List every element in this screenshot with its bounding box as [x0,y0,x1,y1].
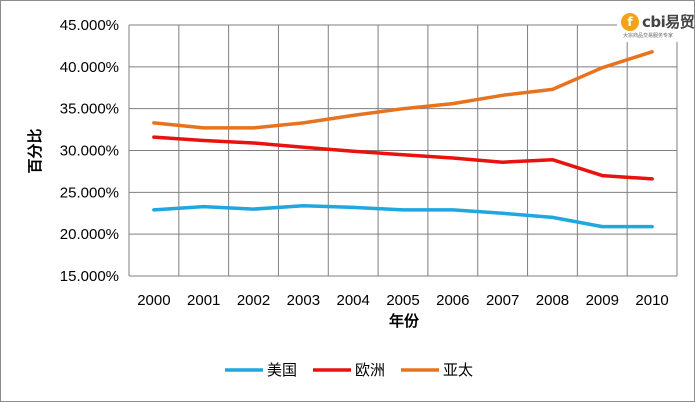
x-tick-label: 2008 [536,292,569,309]
y-tick-label: 25.000% [60,184,119,201]
y-tick-label: 15.000% [60,268,119,285]
x-tick-label: 2009 [586,292,619,309]
x-tick-label: 2000 [137,292,170,309]
x-tick-label: 2003 [287,292,320,309]
y-tick-label: 20.000% [60,226,119,243]
x-tick-label: 2006 [436,292,469,309]
x-tick-labels: 2000 2001 2002 2003 2004 2005 2006 2007 2008 2009… [137,292,669,309]
grid [128,24,678,277]
logo-subtitle: 大宗商品交易服务专家 [623,33,674,39]
legend-label: 美国 [267,361,297,379]
series-line [152,203,654,229]
x-tick-label: 2001 [187,292,220,309]
y-axis-title: 百分比 [26,128,44,173]
legend-label: 欧洲 [355,361,385,379]
x-tick-label: 2005 [386,292,419,309]
logo-mark-icon: f [621,13,639,31]
series-lines [152,50,654,229]
y-tick-labels: 15.000% 20.000% 25.000% 30.000% 35.000% 40.00… [60,17,119,285]
x-axis-title: 年份 [389,312,420,330]
x-tick-label: 2002 [237,292,270,309]
y-tick-label: 35.000% [60,101,119,118]
x-tick-label: 2007 [486,292,519,309]
series-line [152,135,654,181]
cbi-logo: f cbi易贸 大宗商品交易服务专家 [617,8,695,42]
legend: 美国 欧洲 亚太 [225,361,473,379]
y-tick-label: 45.000% [60,17,119,34]
logo-text: cbi易贸 [642,13,695,31]
x-tick-label: 2010 [635,292,668,309]
x-tick-label: 2004 [336,292,369,309]
y-tick-label: 30.000% [60,143,119,160]
y-tick-label: 40.000% [60,59,119,76]
legend-label: 亚太 [443,361,473,379]
series-line [152,50,654,130]
